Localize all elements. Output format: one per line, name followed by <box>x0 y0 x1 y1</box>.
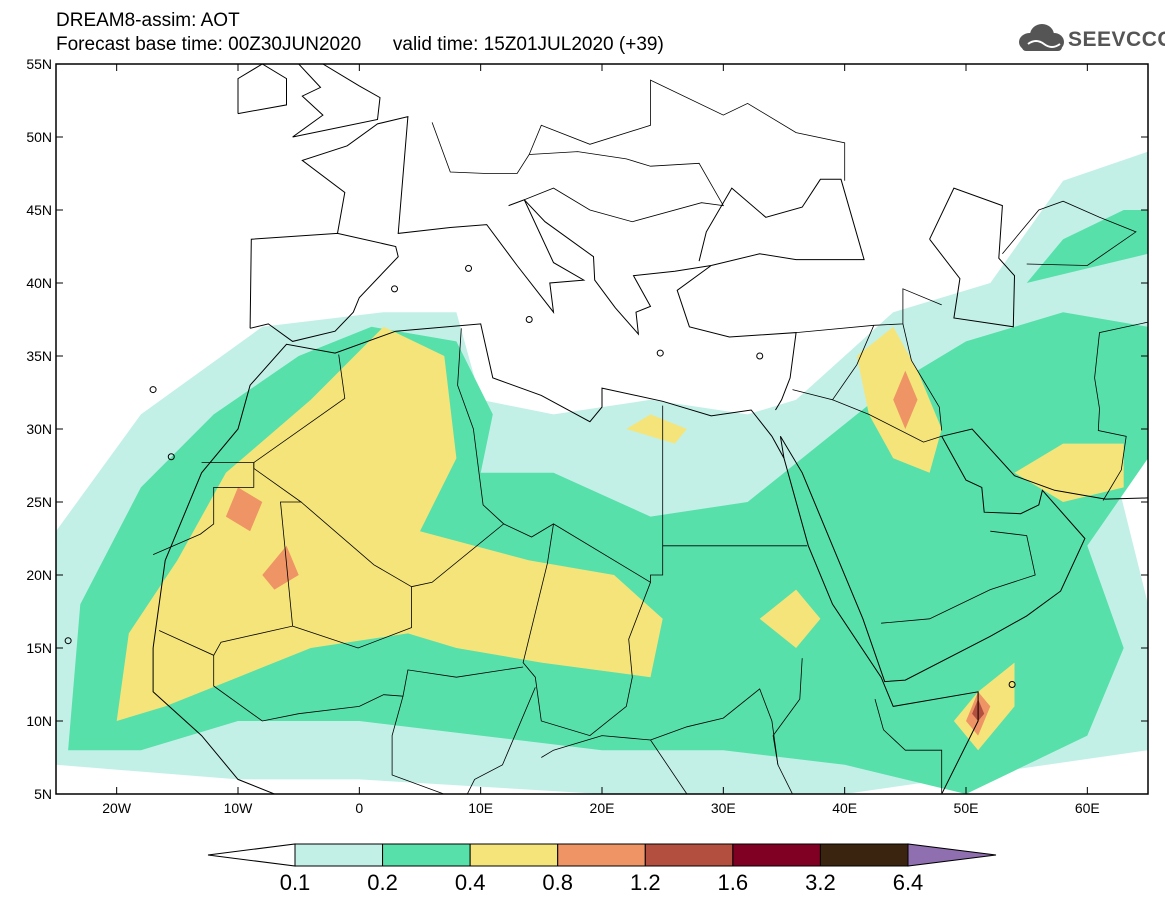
y-tick-label: 20N <box>26 567 52 583</box>
dust-region-sudan-spot <box>759 589 821 648</box>
title-line-2: Forecast base time: 00Z30JUN2020 valid t… <box>56 34 664 55</box>
colorbar-label: 0.4 <box>454 870 486 895</box>
border-saudi-yemen <box>881 530 1036 624</box>
logo-text: SEEVCCC <box>1068 28 1165 51</box>
coastline-layer <box>64 64 1148 794</box>
coastline-iberia <box>249 232 399 342</box>
coastline-balkans-greece <box>523 199 797 411</box>
border-nigeria-cameroon <box>391 687 536 794</box>
border-algeria-mali-niger <box>292 501 412 649</box>
dust-region-arabia-spot <box>1014 443 1124 502</box>
border-south-sudan <box>650 688 779 765</box>
island-canaries <box>167 453 175 461</box>
island-socotra <box>1008 681 1016 688</box>
x-tick-label: 10E <box>468 800 493 816</box>
x-tick-label: 0 <box>355 800 363 816</box>
colorbar-label: 0.1 <box>279 870 311 895</box>
y-tick-label: 45N <box>26 202 52 218</box>
y-tick-label: 25N <box>26 494 52 510</box>
colorbar-label: 1.6 <box>717 870 749 895</box>
colorbar-high-arrow <box>907 843 997 867</box>
border-turkmen-kazakh <box>1002 200 1137 266</box>
cloud-icon <box>1019 24 1064 51</box>
y-tick-label: 10N <box>26 713 52 729</box>
colorbar-swatch <box>469 843 559 867</box>
colorbar-label: 3.2 <box>805 870 836 895</box>
x-tick-label: 20E <box>590 800 615 816</box>
colorbar <box>207 843 997 867</box>
border-saudi-iraq <box>832 399 942 443</box>
y-tick-label: 50N <box>26 129 52 145</box>
border-iran-afghan <box>1094 321 1148 501</box>
y-tick-label: 5N <box>34 786 52 802</box>
x-tick-label: 50E <box>954 800 979 816</box>
coastline-africa-coast <box>152 323 979 794</box>
x-tick-label: 30E <box>711 800 736 816</box>
border-syria-jordan <box>792 325 875 401</box>
island-sardinia-corsica <box>465 264 473 272</box>
colorbar-swatch <box>644 843 734 867</box>
colorbar-label: 1.2 <box>629 870 661 895</box>
coastline-uk <box>292 64 381 138</box>
dust-region-iraq-hotspot <box>893 370 918 429</box>
colorbar-label: 0.2 <box>367 870 398 895</box>
colorbar-swatch <box>557 843 646 867</box>
colorbar-swatch <box>819 843 909 867</box>
x-tick-label: 40E <box>832 800 857 816</box>
border-chad-niger-sudan <box>522 523 651 737</box>
seevccc-logo <box>1019 24 1064 51</box>
island-madeira <box>149 386 157 394</box>
island-crete <box>656 349 664 357</box>
x-tick-label: 10W <box>224 800 254 816</box>
title-line-1: DREAM8-assim: AOT <box>56 10 240 31</box>
y-tick-label: 55N <box>26 56 52 72</box>
dust-region-libya-spot <box>626 414 687 444</box>
y-tick-label: 30N <box>26 421 52 437</box>
border-car-cameroon <box>541 735 688 794</box>
border-algeria-libya <box>411 328 505 588</box>
border-w-sahara <box>152 462 255 555</box>
border-europe-east <box>524 151 725 223</box>
coastline-france-italy <box>301 115 586 314</box>
border-iraq-iran <box>902 323 943 431</box>
axis-ticks: 20W 10W 0 10E 20E 30E 40E 50E 60E 55N 50N 45N 40N 35N… <box>26 56 1148 816</box>
dust-region-west-sahara-core <box>116 326 663 721</box>
dust-region-mauritania-hotspot-1 <box>225 487 263 532</box>
island-balearics <box>391 285 399 293</box>
colorbar-label: 6.4 <box>892 870 924 895</box>
colorbar-swatch <box>732 843 821 867</box>
colorbar-swatch <box>294 843 384 867</box>
coastline-black-sea <box>698 178 865 266</box>
y-tick-label: 15N <box>26 640 52 656</box>
coastline-caspian <box>929 187 1016 328</box>
island-cape-verde <box>64 637 72 645</box>
dust-region-mauritania-hotspot-2 <box>262 545 299 590</box>
coastline-ireland <box>237 64 287 115</box>
border-kenya-somalia <box>857 796 941 811</box>
border-sudan-ethiopia <box>772 658 803 794</box>
y-tick-label: 40N <box>26 275 52 291</box>
border-somalia-ethiopia <box>874 698 943 794</box>
coastline-red-sea-arabia <box>779 436 1086 683</box>
island-cyprus <box>756 352 764 360</box>
border-europe-north <box>431 79 846 181</box>
colorbar-label: 0.8 <box>542 870 573 895</box>
x-tick-label: 20W <box>102 800 132 816</box>
colorbar-low-arrow <box>207 843 296 867</box>
y-tick-label: 35N <box>26 348 52 364</box>
coastline-persia-coast <box>941 428 1148 500</box>
coastline-west-africa-coast <box>152 648 323 794</box>
x-tick-label: 60E <box>1075 800 1100 816</box>
border-layer <box>152 79 1148 811</box>
border-sahel-borders <box>213 655 524 722</box>
dust-layer <box>56 151 1148 794</box>
colorbar-swatch <box>382 843 471 867</box>
border-libya-egypt <box>503 405 664 584</box>
island-sicily <box>525 316 533 323</box>
